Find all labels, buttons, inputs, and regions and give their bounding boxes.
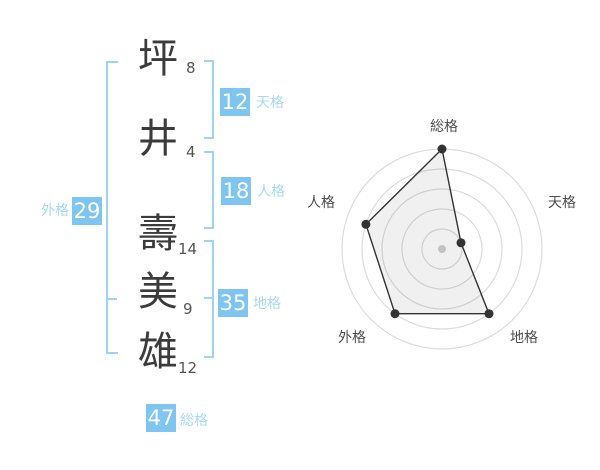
- gaikaku-bracket-tick: [106, 298, 117, 300]
- stroke-count-2: 4: [186, 143, 196, 161]
- gaikaku-value-badge: 29: [72, 197, 102, 225]
- radar-point-2: [456, 238, 466, 248]
- gaikaku-bracket-line: [106, 61, 108, 354]
- jinkaku-value-badge: 18: [221, 177, 251, 205]
- tenkaku-label: 天格: [256, 95, 284, 111]
- name-char-5: 雄: [138, 329, 178, 375]
- stroke-count-3: 14: [178, 240, 198, 258]
- gaikaku-label: 外格: [41, 203, 69, 219]
- chikaku-bracket-tick: [204, 297, 214, 299]
- radar-center-dot: [438, 245, 446, 253]
- gaikaku-bracket-arm-top: [106, 61, 118, 63]
- tenkaku-value-badge: 12: [220, 88, 250, 116]
- tenkaku-bracket-arm-top: [204, 60, 214, 62]
- chikaku-bracket-line: [212, 240, 214, 358]
- radar-ring-4: [361, 168, 523, 330]
- radar-ring-2: [401, 208, 483, 290]
- radar-point-3: [484, 309, 494, 319]
- radar-point-5: [361, 219, 371, 229]
- radar-ring-1: [421, 228, 463, 270]
- radar-ring-3: [381, 188, 503, 310]
- name-char-4: 美: [138, 269, 178, 315]
- soukaku-label: 総格: [180, 413, 208, 429]
- stroke-count-5: 12: [178, 359, 198, 377]
- jinkaku-bracket-arm-top: [204, 151, 214, 153]
- tenkaku-bracket-line: [212, 60, 214, 139]
- name-char-3: 壽: [138, 211, 178, 257]
- name-char-2: 井: [138, 116, 178, 162]
- gaikaku-bracket-arm-bottom: [106, 352, 118, 354]
- stroke-count-4: 9: [183, 300, 193, 318]
- radar-axis-label-2: 天格: [548, 195, 576, 211]
- tenkaku-bracket-arm-bottom: [204, 137, 214, 139]
- jinkaku-label: 人格: [257, 184, 285, 200]
- chikaku-bracket-arm-bottom: [204, 356, 214, 358]
- radar-point-1: [437, 144, 447, 154]
- chikaku-value-badge: 35: [218, 289, 248, 317]
- jinkaku-bracket-arm-bottom: [204, 227, 214, 229]
- chikaku-label: 地格: [253, 296, 281, 312]
- radar-polygon: [365, 147, 491, 315]
- radar-axis-label-5: 人格: [307, 195, 335, 211]
- radar-axis-label-1: 総格: [430, 119, 458, 135]
- radar-point-4: [390, 309, 400, 319]
- name-char-1: 坪: [138, 36, 178, 82]
- radar-axis-label-4: 外格: [338, 330, 366, 346]
- jinkaku-bracket-line: [212, 151, 214, 229]
- chikaku-bracket-arm-top: [204, 240, 214, 242]
- stroke-count-1: 8: [186, 59, 196, 77]
- soukaku-value-badge: 47: [146, 404, 176, 432]
- radar-axis-label-3: 地格: [510, 330, 538, 346]
